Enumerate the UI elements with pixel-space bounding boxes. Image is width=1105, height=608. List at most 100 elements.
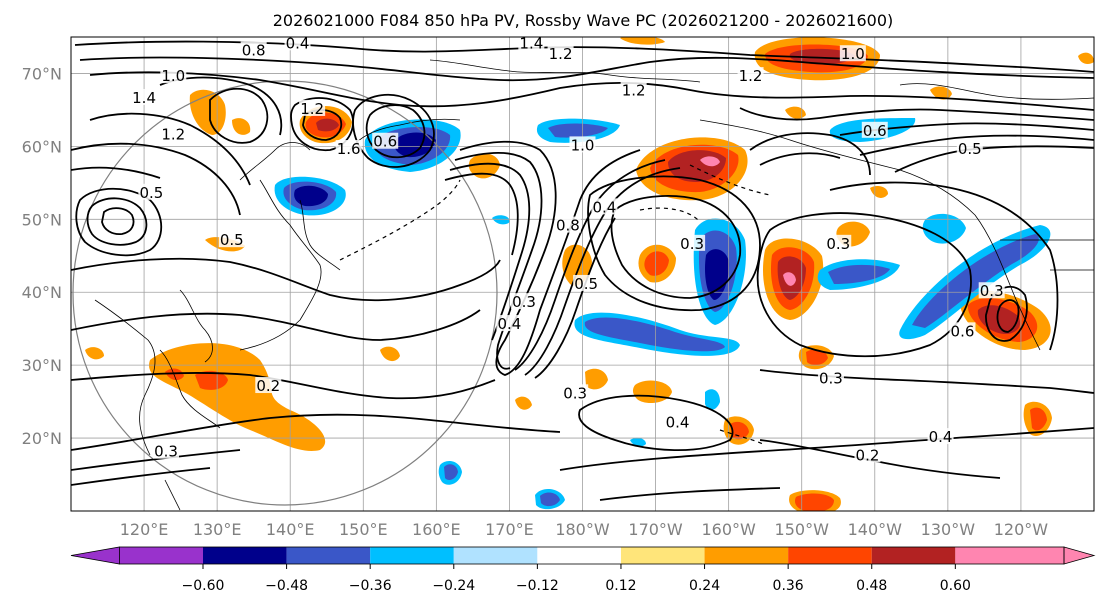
dashed-contour [339,179,461,261]
pv-contour [756,212,972,358]
contour-label: 1.4 [131,88,158,107]
longitude-tick-label: 140°E [266,520,315,539]
pv-contour [599,487,781,501]
longitude-tick-label: 150°E [339,520,388,539]
contour-label-text: 1.0 [161,67,185,85]
latitude-tick-label: 20°N [22,429,62,448]
pv-contour [75,187,163,257]
contour-label-bg [554,216,581,233]
anomaly-fill [620,37,665,45]
pv-contour [449,162,531,341]
longitude-tick-label: 120°W [994,520,1049,539]
longitude-tick-label: 180°W [555,520,610,539]
contour-label-bg [299,99,326,116]
contour-label-text: 0.5 [139,184,163,202]
contour-label: 1.0 [839,45,866,63]
colorbar-segment [286,547,371,564]
contour-label: 1.2 [160,125,187,143]
anomaly-fill [1030,407,1047,431]
contour-label-bg [152,442,179,459]
contour-label: 0.3 [152,442,179,461]
anomaly-fill [165,368,184,381]
projection-circle [72,80,498,506]
contour-label-text: 0.3 [512,293,536,311]
contour-label: 0.3 [511,293,538,311]
contour-label-bg [562,384,589,401]
contour-label-bg [218,231,245,248]
contour-label-bg [240,41,267,58]
anomaly-fill [294,185,328,207]
pv-contour [524,167,681,376]
contour-label-bg [839,45,866,62]
contour-label: 0.5 [218,231,245,249]
contour-label-bg [131,88,158,105]
coastline [239,142,311,181]
anomaly-fill [380,346,400,362]
coastline [159,349,221,429]
colorbar-tick-label: 0.60 [940,578,971,594]
contour-label-text: 0.4 [666,413,690,431]
colorbar-segment [453,547,538,564]
map-frame [70,36,1095,512]
pv-contour [829,181,1059,351]
colorbar-segment [788,547,872,564]
contour-label-bg [573,274,600,291]
colorbar-segment [203,547,287,564]
contour-label: 0.5 [573,274,600,293]
contour-label-text: 1.2 [739,67,763,85]
contour-label: 0.6 [861,121,888,140]
longitude-axis: 120°E 130°E 140°E 150°E 160°E 170°E 180°W 170°W… [120,520,1049,539]
contour-label: 0.6 [949,322,976,340]
pv-contour [71,449,241,471]
pv-contour [587,175,761,312]
anomaly-fill [795,493,834,511]
contour-label-text: 0.8 [242,42,266,60]
pv-contour [985,286,1028,342]
contour-label-bg [160,125,187,142]
contour-label-text: 0.3 [819,370,843,388]
pv-contour [71,467,211,486]
contour-label-text: 0.3 [563,384,587,402]
longitude-tick-label: 160°E [412,520,461,539]
pv-contour [365,104,426,159]
contour-label: 0.3 [562,384,589,402]
contour-label-text: 1.4 [519,34,543,52]
contour-label-bg [664,413,691,430]
pv-contour [759,152,841,166]
anomaly-fill [785,106,806,119]
pv-contour [101,207,135,235]
coastline [974,214,1041,351]
contour-label: 1.2 [547,45,574,63]
contour-label: 1.6 [335,140,362,158]
pv-contour [444,172,519,256]
pv-contour [71,372,496,400]
contour-label: 1.2 [620,81,647,100]
longitude-tick-label: 130°E [193,520,242,539]
longitude-tick-label: 140°W [848,520,903,539]
contour-label: 0.4 [284,37,311,52]
pv-contour [86,197,148,246]
colorbar-segment [620,547,705,564]
colorbar-tick-label: −0.48 [265,578,308,594]
pv-contour [89,112,251,186]
pv-contour [89,71,1094,111]
contour-label-text: 0.6 [863,122,887,140]
contour-label-bg [817,369,844,386]
contour-label-bg [138,183,165,200]
anomaly-fill [704,249,730,300]
contour-label: 0.4 [664,413,691,431]
colorbar-tick-label: −0.24 [432,578,475,594]
contour-label: 0.3 [817,369,844,388]
pv-contour [610,195,742,299]
contour-label: 1.4 [518,34,545,52]
contour-label-bg [949,322,976,339]
contour-label-text: 0.8 [556,217,580,235]
contour-label: 0.3 [679,234,706,253]
contour-label-text: 0.5 [574,275,598,293]
contour-label-text: 0.2 [856,446,880,464]
pv-contour [578,394,734,452]
pv-contour [996,299,1020,333]
anomaly-fill [922,213,966,244]
longitude-tick-label: 170°E [485,520,534,539]
